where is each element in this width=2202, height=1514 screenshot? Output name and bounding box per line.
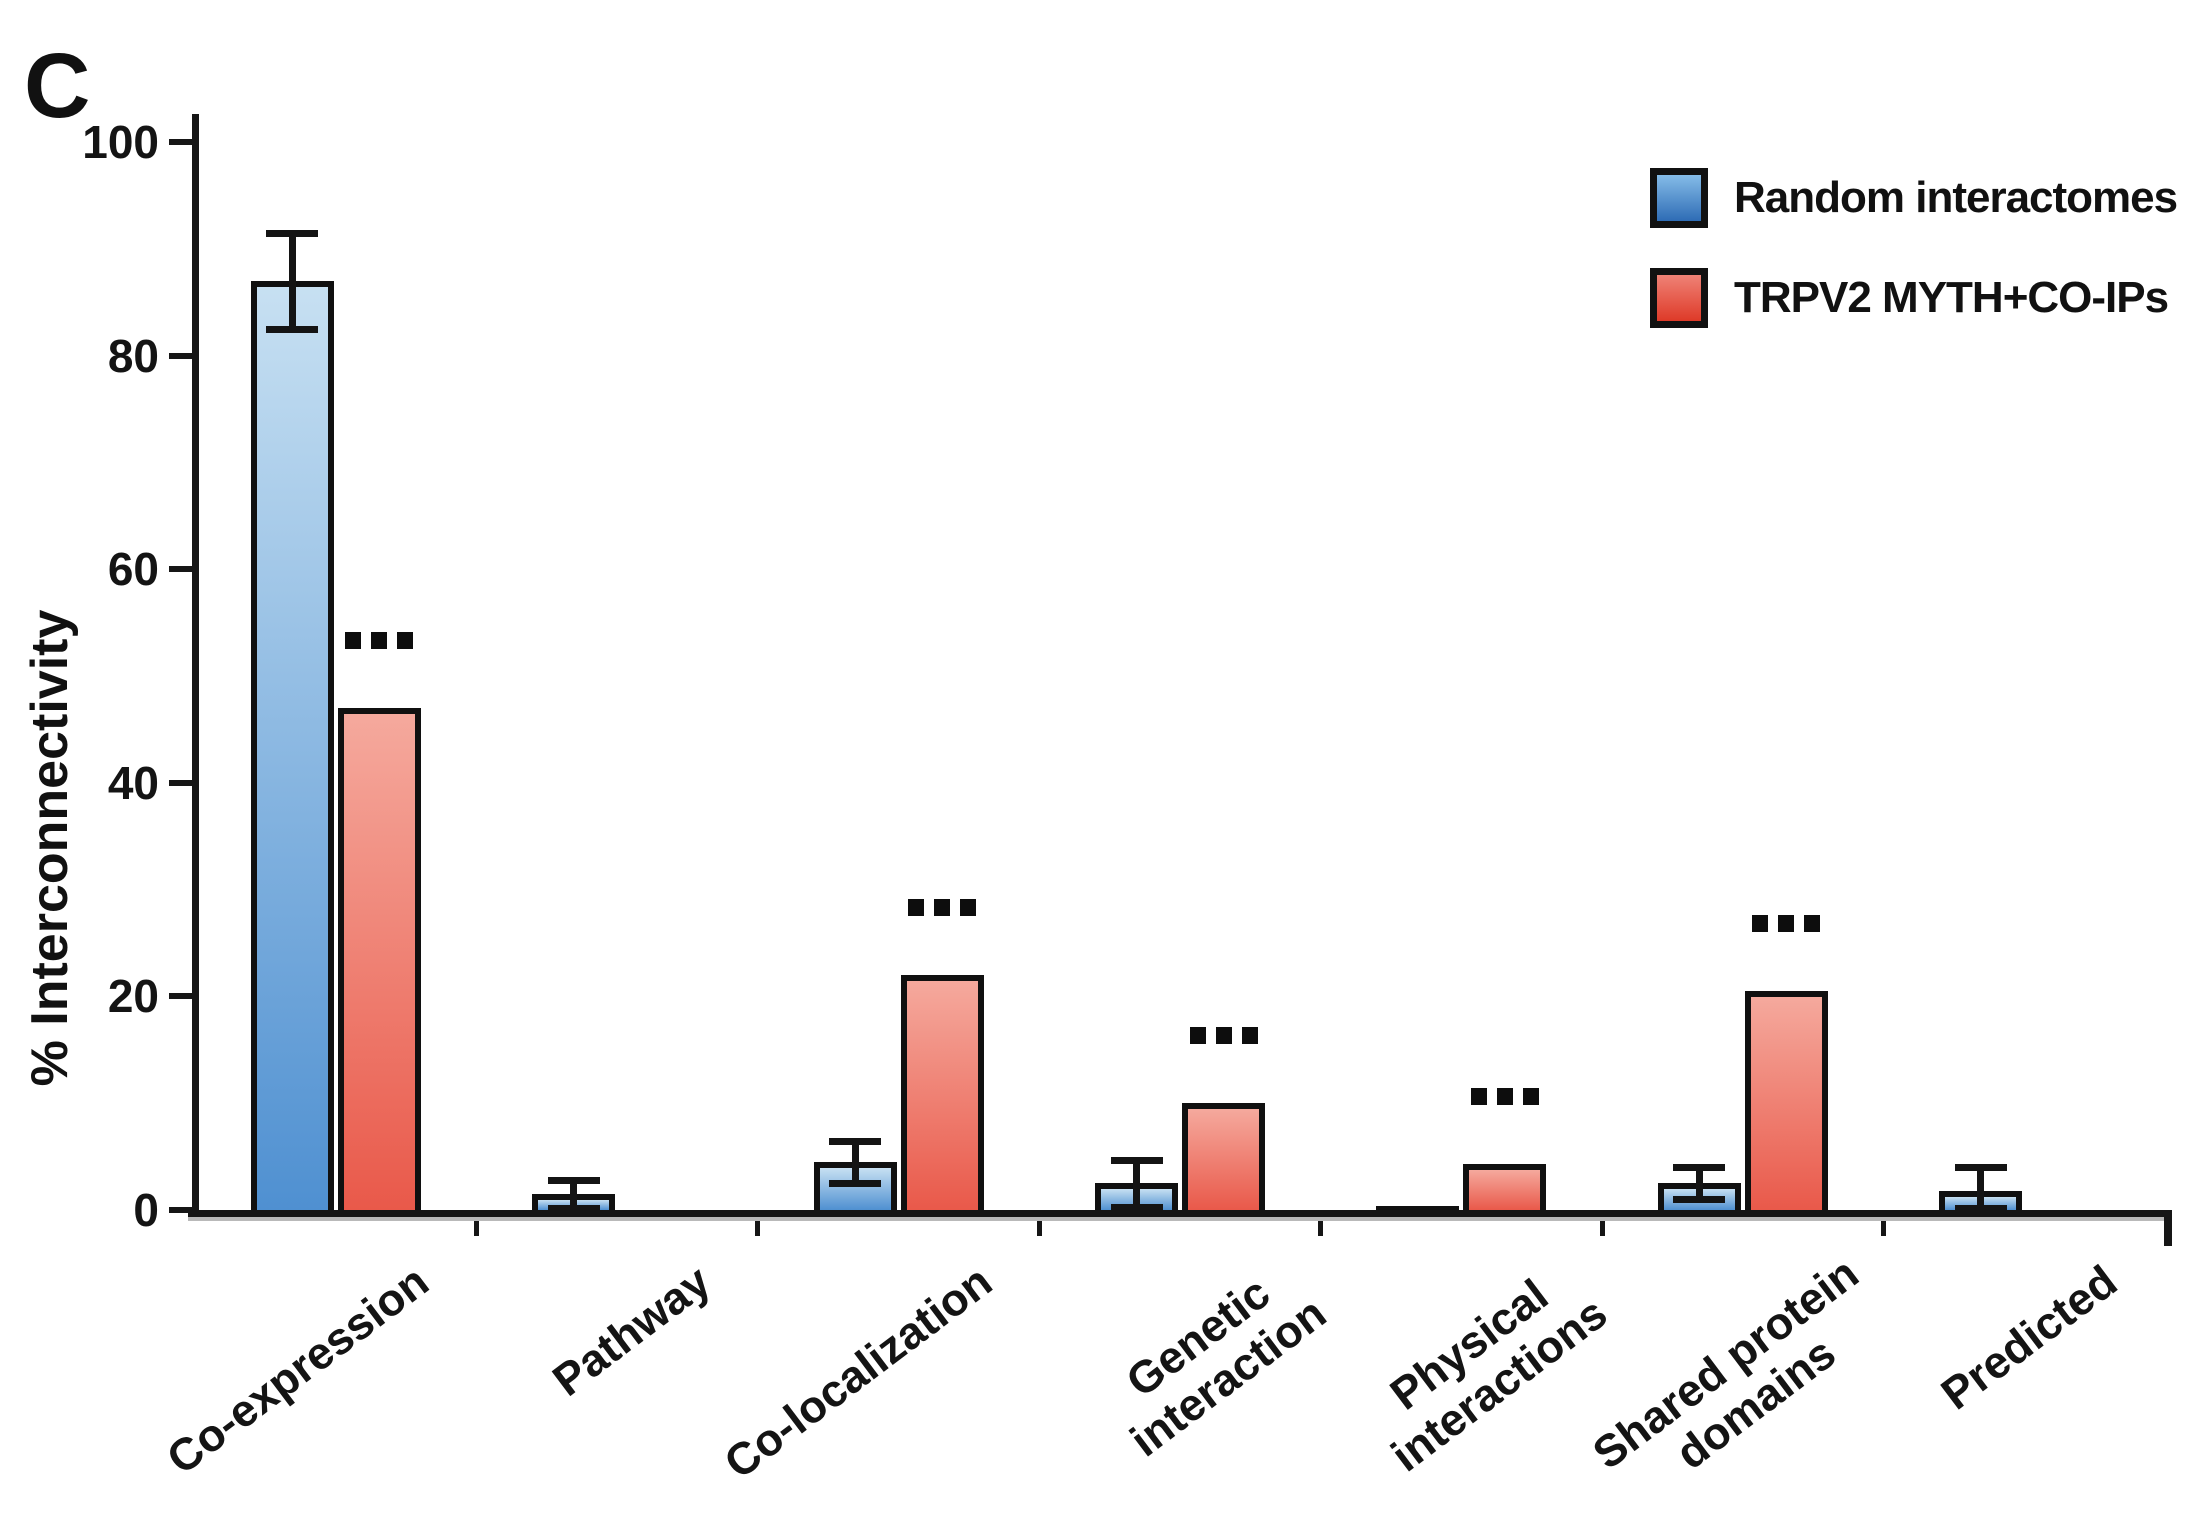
significance-star: [345, 631, 362, 649]
significance-star: [908, 898, 925, 916]
significance-star: [1496, 1087, 1513, 1105]
y-tick-label: 40: [107, 756, 159, 809]
error-bar-line: [851, 1140, 859, 1184]
y-tick-label: 100: [82, 116, 159, 168]
x-category-label: Pathway: [542, 1255, 720, 1406]
significance-star: [1215, 1026, 1232, 1044]
bar-trpv2-myth-coips: [1182, 1103, 1265, 1216]
significance-star: [371, 631, 388, 649]
y-tick-label: 60: [107, 543, 159, 596]
error-bar-cap-bottom: [829, 1180, 882, 1188]
significance-stars: [882, 897, 1002, 917]
panel-letter: C: [24, 35, 91, 137]
x-axis-tick: [1036, 1216, 1042, 1236]
legend-swatch-random-interactomes: [1650, 168, 1708, 228]
legend-row: Random interactomes: [1650, 168, 2178, 228]
bar-trpv2-myth-coips: [1463, 1164, 1547, 1216]
y-tick-label: 80: [107, 329, 159, 382]
legend-label: TRPV2 MYTH+CO-IPs: [1734, 273, 2169, 322]
bar-trpv2-myth-coips: [1744, 991, 1828, 1216]
error-bar-cap-top: [1110, 1156, 1163, 1164]
legend-row: TRPV2 MYTH+CO-IPs: [1650, 268, 2169, 328]
x-category-label: Physical interactions: [1381, 1268, 1617, 1482]
significance-stars: [1164, 1025, 1284, 1045]
x-category-label: Shared protein domains: [1583, 1247, 1868, 1480]
x-category-label: Genetic interaction: [1116, 1266, 1336, 1467]
significance-stars: [1445, 1086, 1565, 1106]
error-bar-line: [1133, 1159, 1140, 1207]
y-axis-tick: [169, 139, 195, 145]
error-bar-line: [1695, 1167, 1703, 1200]
y-axis-tick: [169, 352, 195, 359]
error-bar-line: [570, 1180, 578, 1208]
significance-star: [934, 898, 951, 916]
significance-star: [960, 898, 977, 916]
error-bar-cap-bottom: [1110, 1203, 1163, 1211]
y-axis-tick: [169, 993, 195, 1000]
error-bar-cap-top: [1673, 1164, 1726, 1172]
bar-trpv2-myth-coips: [900, 975, 984, 1216]
error-bar-cap-top: [829, 1137, 882, 1145]
significance-star: [397, 631, 414, 649]
significance-star: [1189, 1026, 1206, 1044]
x-axis-tick: [1599, 1216, 1605, 1236]
error-bar-line: [288, 232, 296, 329]
legend-label: Random interactomes: [1734, 173, 2178, 222]
error-bar-cap-bottom: [266, 325, 319, 333]
significance-star: [1241, 1026, 1258, 1044]
x-axis-shadow: [188, 1217, 2172, 1221]
error-bar-cap-top: [1954, 1164, 2007, 1172]
error-bar-cap-top: [547, 1177, 600, 1185]
y-tick-label: 20: [107, 970, 159, 1023]
y-tick-label: 0: [133, 1184, 159, 1236]
bar-random-interactomes: [250, 280, 334, 1216]
error-bar-cap-bottom: [1954, 1204, 2007, 1212]
significance-star: [1778, 914, 1795, 932]
x-category-label: Predicted: [1931, 1255, 2127, 1420]
significance-star: [1470, 1087, 1487, 1105]
x-axis-tick: [473, 1216, 479, 1236]
error-bar-cap-bottom: [547, 1204, 600, 1212]
y-axis-tick: [169, 1207, 195, 1213]
x-axis-line: [188, 1210, 2172, 1217]
error-bar-cap-top: [266, 229, 319, 237]
y-axis-tick: [169, 779, 195, 786]
legend-swatch-trpv2: [1650, 268, 1708, 328]
x-axis-tick: [1881, 1216, 1887, 1236]
significance-star: [1804, 914, 1821, 932]
error-bar-cap-bottom: [1673, 1196, 1726, 1204]
bar-trpv2-myth-coips: [337, 708, 421, 1216]
significance-stars: [319, 630, 439, 650]
x-axis-end-tick: [2164, 1210, 2172, 1246]
x-category-label: Co-expression: [157, 1255, 438, 1485]
x-axis-tick: [1318, 1216, 1324, 1236]
significance-stars: [1726, 913, 1846, 933]
significance-star: [1752, 914, 1769, 932]
significance-star: [1522, 1087, 1539, 1105]
y-axis-tick: [169, 566, 195, 573]
x-category-label: Co-localization: [714, 1255, 1001, 1489]
y-axis-line: [192, 114, 199, 1217]
error-bar-line: [1977, 1167, 1985, 1208]
x-axis-tick: [755, 1216, 761, 1236]
